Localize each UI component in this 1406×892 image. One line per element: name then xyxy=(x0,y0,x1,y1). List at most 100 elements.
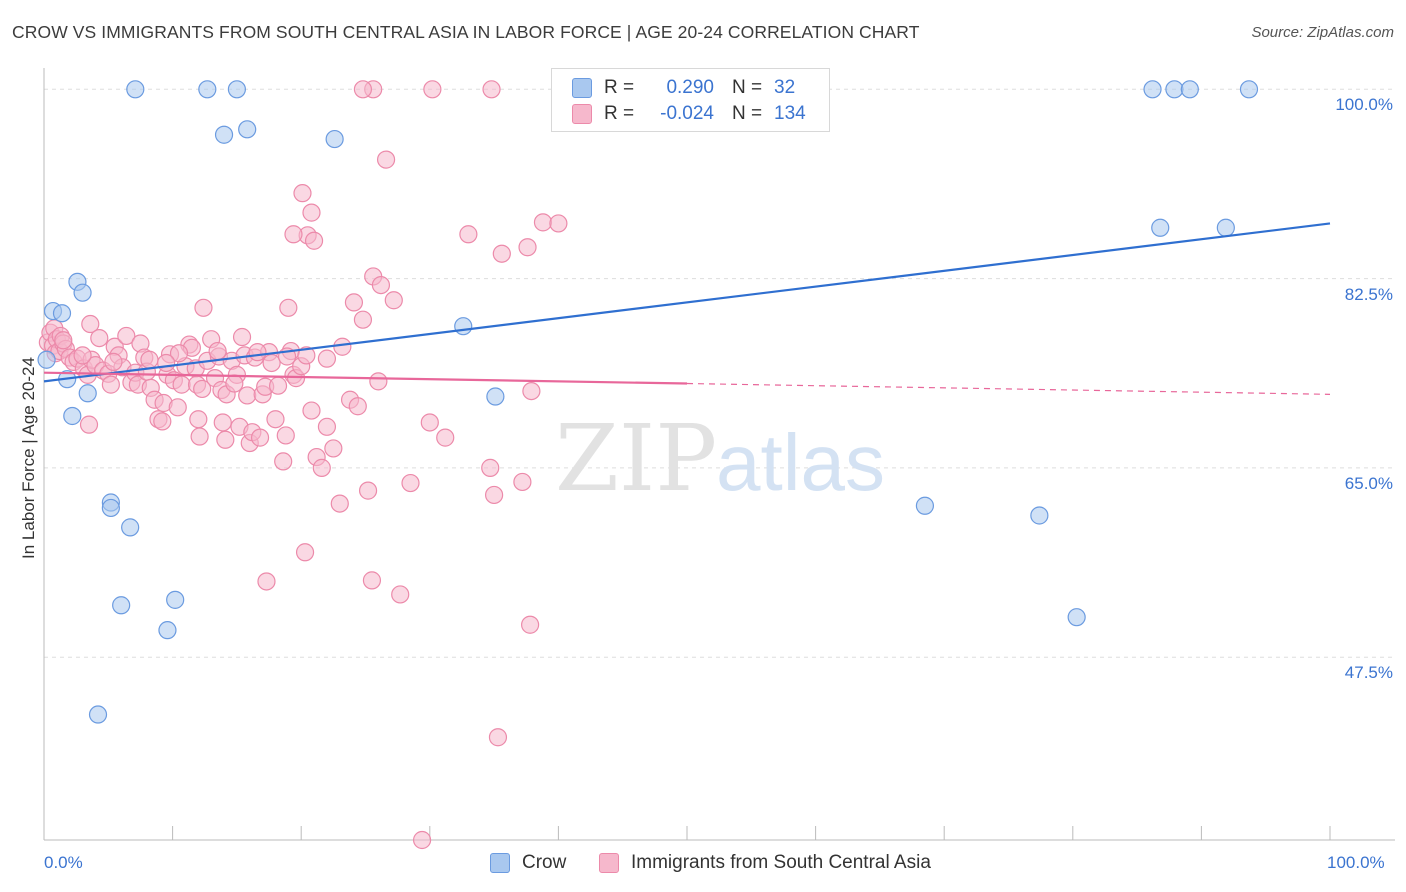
point-crow xyxy=(198,80,217,99)
point-immigrants xyxy=(257,572,276,591)
point-immigrants xyxy=(312,458,331,477)
point-immigrants xyxy=(190,427,209,446)
point-immigrants xyxy=(348,397,367,416)
point-immigrants xyxy=(297,346,316,365)
point-crow xyxy=(1216,218,1235,237)
x-tick-label-min: 0.0% xyxy=(44,853,83,872)
r-value: 0.290 xyxy=(666,77,714,98)
point-crow xyxy=(1165,80,1184,99)
immigrants-swatch xyxy=(599,853,619,873)
point-immigrants xyxy=(101,375,120,394)
point-immigrants xyxy=(157,353,176,373)
point-crow xyxy=(1067,608,1086,627)
point-immigrants xyxy=(401,473,420,493)
point-immigrants xyxy=(371,275,391,295)
y-tick-label: 82.5% xyxy=(1344,284,1393,304)
series-crow-points xyxy=(37,80,1259,724)
point-crow xyxy=(158,621,177,640)
point-immigrants xyxy=(284,225,303,244)
point-immigrants xyxy=(482,80,501,99)
point-crow xyxy=(214,125,234,144)
point-immigrants xyxy=(344,293,364,312)
point-immigrants xyxy=(279,298,298,317)
point-immigrants xyxy=(153,412,172,431)
point-crow xyxy=(915,496,935,515)
point-crow xyxy=(166,590,185,609)
point-immigrants xyxy=(522,381,541,401)
point-immigrants xyxy=(436,428,455,447)
n-label: N = xyxy=(732,77,763,98)
point-immigrants xyxy=(549,214,568,233)
point-immigrants xyxy=(250,428,270,447)
r-value: -0.024 xyxy=(660,103,714,124)
point-crow xyxy=(126,80,145,99)
point-immigrants xyxy=(274,452,293,471)
n-value: 32 xyxy=(774,77,796,98)
point-crow xyxy=(1030,506,1049,525)
point-immigrants xyxy=(533,213,553,232)
point-immigrants xyxy=(369,372,388,391)
point-immigrants xyxy=(117,326,136,346)
point-immigrants xyxy=(302,401,321,420)
point-immigrants xyxy=(238,386,257,405)
point-crow xyxy=(101,498,120,518)
point-immigrants xyxy=(262,353,281,373)
legend-row-crow: R = 0.290 N = 32 xyxy=(572,76,795,100)
point-immigrants xyxy=(225,374,244,393)
point-immigrants xyxy=(485,485,504,505)
point-immigrants xyxy=(353,80,373,99)
point-crow xyxy=(227,80,246,99)
immigrants-swatch xyxy=(572,104,592,124)
point-immigrants xyxy=(521,615,540,634)
point-immigrants xyxy=(488,728,508,747)
point-immigrants xyxy=(169,344,189,363)
point-immigrants xyxy=(295,543,315,562)
point-crow xyxy=(37,350,56,369)
point-crow xyxy=(52,304,72,323)
point-immigrants xyxy=(420,413,439,432)
point-crow xyxy=(238,120,257,139)
series-legend: Crow Immigrants from South Central Asia xyxy=(0,852,1406,878)
point-immigrants xyxy=(216,430,235,449)
trend-lines xyxy=(43,222,1331,395)
point-immigrants xyxy=(168,398,187,417)
point-immigrants xyxy=(362,571,382,590)
point-crow xyxy=(121,518,140,537)
point-immigrants xyxy=(518,238,537,257)
point-immigrants xyxy=(384,291,403,310)
point-immigrants xyxy=(266,410,285,429)
y-tick-label: 47.5% xyxy=(1344,663,1393,683)
y-tick-label: 65.0% xyxy=(1344,473,1393,493)
point-immigrants xyxy=(194,298,213,317)
point-immigrants xyxy=(492,244,511,263)
point-immigrants xyxy=(293,184,312,203)
legend-item-immigrants: Immigrants from South Central Asia xyxy=(599,852,931,874)
point-immigrants xyxy=(213,413,232,432)
point-immigrants xyxy=(248,343,267,362)
point-crow xyxy=(1151,218,1170,237)
trend-line-immigrants xyxy=(43,371,688,385)
point-crow xyxy=(73,283,92,302)
point-immigrants xyxy=(79,415,99,434)
point-immigrants xyxy=(54,331,73,350)
legend-row-immigrants: R = -0.024 N = 134 xyxy=(572,102,806,126)
point-immigrants xyxy=(330,494,349,513)
watermark-atlas: atlas xyxy=(716,418,885,507)
gridlines xyxy=(44,88,1395,658)
correlation-legend: R = 0.290 N = 32 R = -0.024 N = 134 xyxy=(551,68,830,132)
point-crow xyxy=(1239,80,1259,99)
point-immigrants xyxy=(391,585,410,604)
point-immigrants xyxy=(324,439,343,458)
x-tick-label-max: 100.0% xyxy=(1327,853,1385,872)
point-immigrants xyxy=(412,830,432,850)
trend-line-crow xyxy=(43,222,1331,383)
point-crow xyxy=(1143,80,1162,99)
y-axis-title: In Labor Force | Age 20-24 xyxy=(19,357,38,559)
point-immigrants xyxy=(459,225,478,244)
axes xyxy=(43,68,1395,841)
trend-line-immigrants-extension xyxy=(686,382,1331,395)
point-immigrants xyxy=(481,458,500,477)
point-crow xyxy=(486,387,505,406)
point-crow xyxy=(454,317,473,336)
legend-label-immigrants: Immigrants from South Central Asia xyxy=(631,852,931,873)
